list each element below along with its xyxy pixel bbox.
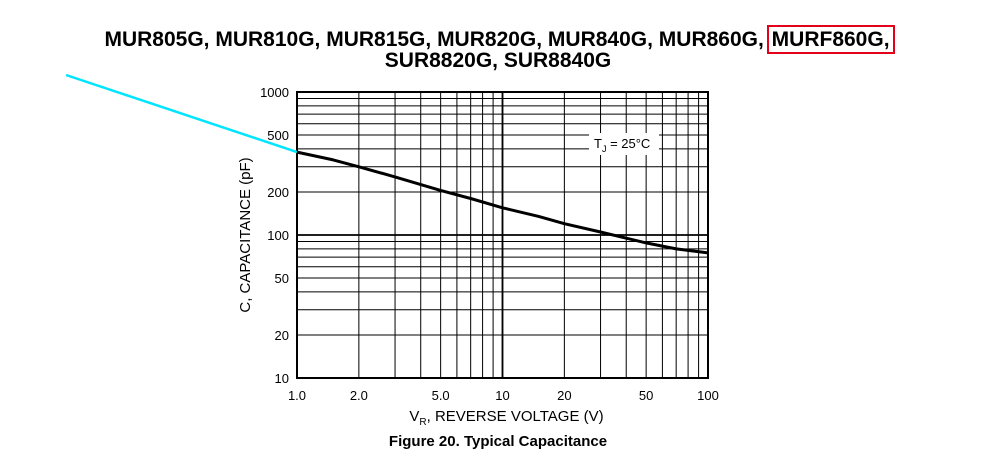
x-tick-label: 1.0 bbox=[288, 388, 306, 403]
annotation-rest: = 25°C bbox=[606, 136, 650, 151]
title-part-numbers: MUR805G, MUR810G, MUR815G, MUR820G, MUR8… bbox=[104, 28, 764, 51]
annotation-main: T bbox=[594, 136, 602, 151]
x-tick-label: 10 bbox=[495, 388, 509, 403]
page-title-line-2: SUR8820G, SUR8840G bbox=[384, 49, 612, 72]
page-title-line-1: MUR805G, MUR810G, MUR815G, MUR820G, MUR8… bbox=[0, 25, 996, 54]
y-tick-label: 200 bbox=[267, 185, 289, 200]
annotation-label: TJ = 25°C bbox=[594, 136, 650, 154]
y-tick-label: 500 bbox=[267, 128, 289, 143]
highlighted-part-number: MURF860G, bbox=[766, 25, 895, 54]
x-axis-label-rest: , REVERSE VOLTAGE (V) bbox=[427, 408, 604, 425]
figure-caption: Figure 20. Typical Capacitance bbox=[388, 433, 608, 450]
x-tick-label: 50 bbox=[639, 388, 653, 403]
y-tick-label: 50 bbox=[275, 271, 289, 286]
y-tick-label: 100 bbox=[267, 228, 289, 243]
y-tick-label: 20 bbox=[275, 328, 289, 343]
y-tick-label: 1000 bbox=[260, 85, 289, 100]
x-axis-label-subscript: R bbox=[419, 417, 426, 428]
x-tick-label: 100 bbox=[697, 388, 719, 403]
x-axis-label-main: V bbox=[409, 408, 419, 425]
x-axis-label: VR, REVERSE VOLTAGE (V) bbox=[409, 408, 603, 428]
annotation-subscript: J bbox=[602, 144, 607, 154]
y-tick-label: 10 bbox=[275, 371, 289, 386]
x-tick-label: 5.0 bbox=[432, 388, 450, 403]
capacitance-curve bbox=[296, 150, 709, 255]
temperature-annotation: TJ = 25°C bbox=[589, 133, 659, 155]
x-tick-label: 2.0 bbox=[350, 388, 368, 403]
y-axis-label: C, CAPACITANCE (pF) bbox=[237, 157, 254, 312]
axis-tick-labels: 1.0 2.0 5.0 10 20 50 100 10 20 50 100 200 500 1000 bbox=[260, 85, 719, 403]
annotation-pointer-line bbox=[65, 73, 298, 154]
x-tick-label: 20 bbox=[557, 388, 571, 403]
plot-area-frame bbox=[296, 91, 709, 379]
annotation-background bbox=[589, 133, 659, 155]
